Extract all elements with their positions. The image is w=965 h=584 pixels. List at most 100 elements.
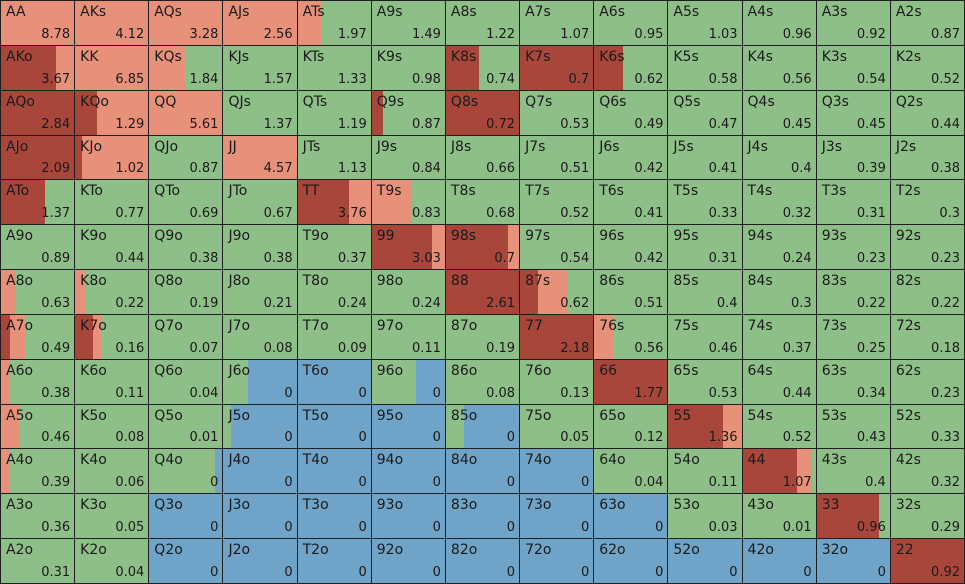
hand-label: QQ [154, 93, 177, 110]
hand-cell: KJs 1.57 [223, 45, 297, 90]
hand-cell: T6o 0 [297, 359, 371, 404]
hand-label: A2s [895, 4, 922, 20]
action-segment [445, 359, 520, 404]
hand-value: 0 [729, 564, 738, 580]
hand-value: 0.32 [931, 475, 960, 491]
hand-value: 0.23 [856, 251, 886, 267]
hand-value: 0 [877, 564, 886, 580]
hand-value: 0.38 [41, 385, 71, 401]
hand-value: 1.97 [337, 26, 367, 42]
hand-value: 0 [655, 564, 664, 580]
hand-label: T5s [673, 183, 699, 200]
hand-value: 0.16 [115, 340, 145, 356]
hand-label: 87s [525, 273, 551, 290]
hand-value: 0.29 [931, 520, 960, 536]
action-segment [230, 404, 297, 449]
hand-label: 75s [673, 317, 699, 334]
action-segment [247, 359, 297, 404]
hand-label: 84o [450, 452, 478, 469]
hand-value: 0.66 [486, 161, 516, 177]
hand-label: Q7s [525, 93, 553, 110]
hand-value: 0.96 [856, 520, 886, 536]
action-segment [668, 270, 742, 314]
action-segment [412, 180, 445, 225]
action-segment [1, 180, 45, 225]
hand-cell: J9s 0.84 [371, 135, 445, 180]
action-segment [321, 1, 371, 45]
hand-label: 62s [895, 362, 921, 379]
action-segment [371, 180, 412, 225]
action-segment [1, 539, 75, 583]
hand-value: 2.84 [41, 116, 71, 132]
hand-label: K6o [80, 362, 107, 379]
action-segment [75, 1, 149, 45]
action-segment [86, 270, 149, 314]
hand-cell: 95s 0.31 [668, 225, 742, 270]
hand-cell: Q5s 0.47 [668, 90, 742, 135]
action-segment [382, 90, 445, 135]
hand-value: 0.03 [708, 520, 738, 536]
hand-cell: K9o 0.44 [75, 225, 149, 270]
action-segment [742, 225, 816, 270]
hand-label: J4s [747, 138, 768, 155]
action-segment [742, 180, 816, 225]
hand-value: 0 [432, 385, 441, 401]
action-segment [445, 135, 520, 180]
hand-label: 55 [673, 407, 692, 424]
action-segment [149, 404, 223, 449]
hand-cell: QJs 1.37 [223, 90, 297, 135]
action-segment [445, 45, 479, 90]
action-segment [223, 270, 297, 314]
action-segment [25, 314, 75, 359]
hand-cell: A7s 1.07 [520, 1, 594, 45]
hand-cell: K3o 0.05 [75, 494, 149, 539]
hand-value: 0.32 [782, 206, 812, 222]
hand-cell: K5o 0.08 [75, 404, 149, 449]
hand-label: J2s [895, 138, 917, 155]
hand-label: 95o [376, 407, 404, 424]
hand-label: A4s [747, 4, 774, 20]
hand-cell: J8o 0.21 [223, 270, 297, 314]
hand-cell: JTs 1.13 [297, 135, 371, 180]
action-segment [75, 90, 98, 135]
hand-value: 0.42 [634, 161, 664, 177]
action-segment [816, 449, 890, 494]
hand-cell: 72o 0 [520, 539, 594, 583]
hand-value: 0.52 [560, 206, 590, 222]
hand-label: 74o [525, 452, 552, 469]
hand-label: A7o [6, 317, 34, 334]
action-segment [149, 539, 223, 583]
hand-value: 0.04 [634, 475, 664, 491]
hand-cell: 52o 0 [668, 539, 742, 583]
hand-cell: 66 1.77 [594, 359, 668, 404]
hand-label: T2o [302, 542, 329, 559]
action-segment [742, 539, 816, 583]
action-segment [445, 449, 520, 494]
hand-label: T8s [450, 183, 476, 200]
hand-value: 0 [284, 430, 293, 446]
hand-value: 0.45 [782, 116, 812, 132]
action-segment [668, 225, 742, 270]
action-segment [223, 494, 297, 539]
action-segment [445, 404, 465, 449]
hand-label: K3o [80, 497, 107, 514]
action-segment [215, 449, 223, 494]
hand-cell: Q4s 0.45 [742, 90, 816, 135]
hand-cell: T3o 0 [297, 494, 371, 539]
hand-label: 73s [821, 317, 847, 334]
hand-label: 65s [673, 362, 699, 379]
hand-value: 0 [358, 520, 367, 536]
hand-cell: A8o 0.63 [1, 270, 75, 314]
hand-value: 1.29 [115, 116, 145, 132]
hand-value: 0.37 [337, 251, 367, 267]
hand-label: 63o [599, 497, 626, 514]
hand-label: A9s [376, 4, 403, 20]
hand-label: T6o [302, 362, 329, 379]
hand-cell: 95o 0 [371, 404, 445, 449]
action-segment [185, 45, 223, 90]
action-segment [223, 314, 297, 359]
hand-cell: T6s 0.41 [594, 180, 668, 225]
action-segment [816, 225, 890, 270]
hand-value: 0 [506, 520, 516, 536]
action-segment [223, 135, 297, 180]
